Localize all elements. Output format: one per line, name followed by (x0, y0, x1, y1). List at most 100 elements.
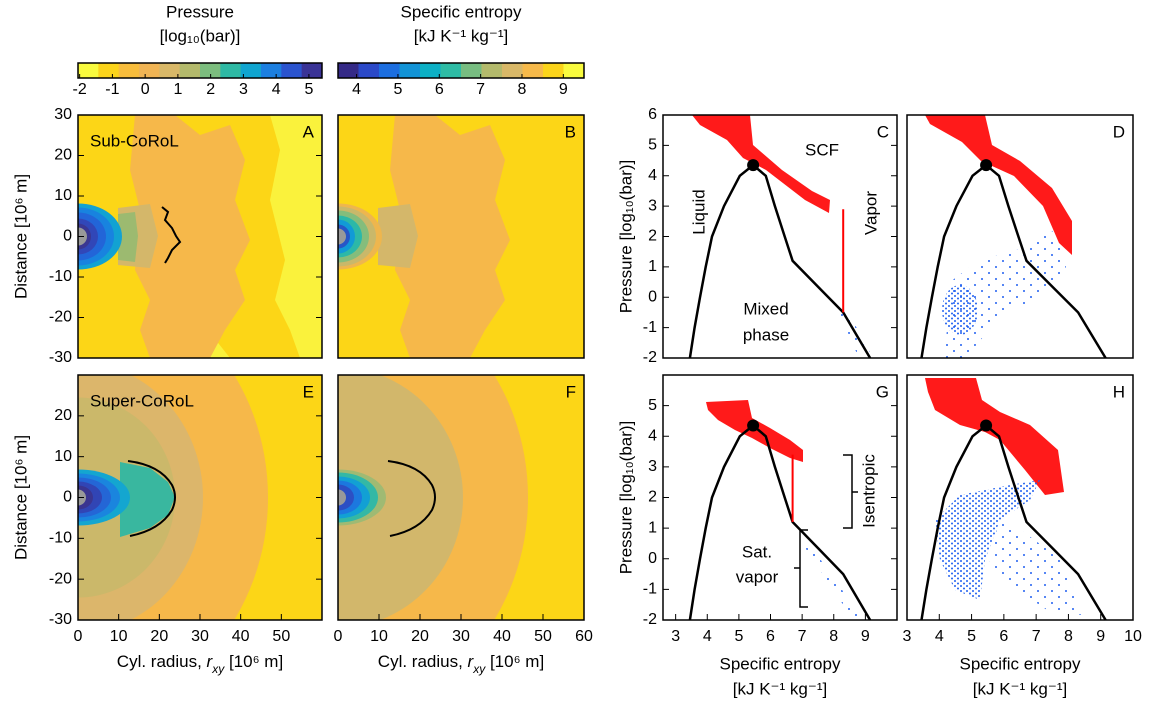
colorbar-swatch (563, 63, 585, 78)
contour-map (78, 375, 322, 620)
y-axis-label: Distance [10⁶ m] (11, 435, 30, 560)
x-tick-label: 4 (935, 628, 944, 645)
colorbar-swatch (78, 63, 99, 78)
colorbar-swatch (139, 63, 160, 78)
annotation: phase (743, 325, 789, 344)
colorbar-swatch (543, 63, 564, 78)
y-tick-label: -20 (49, 309, 72, 326)
colorbar-swatch (301, 63, 323, 78)
colorbar-tick-label: -1 (105, 81, 119, 98)
colorbar-swatch (200, 63, 221, 78)
colorbar-unit: [log₁₀(bar)] (160, 26, 241, 45)
y-tick-label: 6 (648, 106, 657, 123)
y-tick-label: 1 (648, 258, 657, 275)
x-tick-label: 50 (534, 628, 552, 645)
scatter-cloud (692, 115, 1082, 618)
y-axis-label: Distance [10⁶ m] (11, 174, 30, 299)
x-axis-label: Cyl. radius, rxy [10⁶ m] (378, 652, 544, 676)
critical-point (747, 159, 760, 172)
y-tick-label: 0 (648, 288, 657, 305)
colorbar-swatch (440, 63, 462, 78)
y-tick-label: -1 (643, 581, 657, 598)
x-axis-label: [kJ K⁻¹ kg⁻¹] (733, 679, 827, 698)
annotation: SCF (805, 140, 839, 159)
y-tick-label: 3 (648, 197, 657, 214)
y-tick-label: 10 (54, 187, 72, 204)
y-axis-label: Pressure [log₁₀(bar)] (616, 421, 635, 575)
colorbar-tick-label: -2 (73, 81, 87, 98)
x-tick-label: 0 (74, 628, 83, 645)
x-axis-label-part: r (207, 652, 214, 671)
y-tick-label: 20 (54, 147, 72, 164)
x-axis-label-part: [10⁶ m] (485, 652, 544, 671)
contour-map (78, 115, 322, 358)
y-tick-label: 30 (54, 106, 72, 123)
colorbar-swatch (420, 63, 441, 78)
bracket (794, 454, 858, 608)
x-tick-label: 6 (999, 628, 1008, 645)
annotation: vapor (736, 567, 779, 586)
colorbar-tick-label: 1 (173, 81, 182, 98)
colorbar-unit: [kJ K⁻¹ kg⁻¹] (414, 26, 508, 45)
annotation: Sat. (742, 542, 772, 561)
y-tick-label: 2 (648, 489, 657, 506)
y-tick-label: -2 (643, 611, 657, 628)
annotation: Vapor (861, 191, 880, 235)
x-axis-label: Cyl. radius, rxy [10⁶ m] (117, 652, 283, 676)
y-tick-label: 20 (54, 407, 72, 424)
x-tick-label: 8 (1064, 628, 1073, 645)
y-tick-label: 5 (648, 137, 657, 154)
colorbar-tick-label: 0 (141, 81, 150, 98)
colorbar-frame (337, 62, 585, 79)
colorbar-tick-label: 3 (239, 81, 248, 98)
contour-map (338, 115, 584, 358)
x-tick-label: 30 (191, 628, 209, 645)
x-tick-label: 9 (1096, 628, 1105, 645)
colorbar-swatch (98, 63, 120, 78)
x-tick-label: 5 (734, 628, 743, 645)
colorbar-tick-label: 4 (272, 81, 281, 98)
colorbar-swatch (240, 63, 262, 78)
colorbar-tick-label: 2 (206, 81, 215, 98)
colorbar-swatch (461, 63, 482, 78)
x-tick-label: 30 (452, 628, 470, 645)
y-tick-label: 5 (648, 397, 657, 414)
colorbar-tick-label: 9 (559, 81, 568, 98)
x-axis-label-part: Cyl. radius, (378, 652, 468, 671)
x-tick-label: 40 (232, 628, 250, 645)
colorbar-swatch (220, 63, 242, 78)
annotation: Liquid (689, 189, 708, 234)
colorbar-swatch (399, 63, 421, 78)
y-tick-label: 4 (648, 427, 657, 444)
x-axis-label-part: [10⁶ m] (224, 652, 283, 671)
y-tick-label: 0 (648, 550, 657, 567)
x-axis-label: Specific entropy (720, 654, 841, 673)
panel-label: H (1113, 382, 1125, 401)
colorbar-title: Pressure (166, 2, 234, 21)
y-tick-label: -30 (49, 611, 72, 628)
y-tick-label: -2 (643, 349, 657, 366)
panel-label: E (303, 382, 314, 401)
annotation: Isentropic (859, 454, 878, 528)
x-tick-label: 10 (110, 628, 128, 645)
x-tick-label: 5 (967, 628, 976, 645)
colorbar-swatch (281, 63, 303, 78)
critical-point (980, 419, 993, 432)
colorbar-swatch (379, 63, 400, 78)
panel-frame (906, 374, 1134, 621)
panel-label: F (566, 382, 576, 401)
x-tick-label: 50 (272, 628, 290, 645)
y-tick-label: 0 (63, 228, 72, 245)
colorbar-swatch (261, 63, 282, 78)
y-tick-label: 10 (54, 448, 72, 465)
colorbar-swatch (481, 63, 503, 78)
x-tick-label: 7 (798, 628, 807, 645)
x-tick-label: 10 (370, 628, 388, 645)
annotation: Mixed (743, 299, 788, 318)
colorbar-tick-label: 8 (518, 81, 527, 98)
y-tick-label: -10 (49, 530, 72, 547)
y-tick-label: -30 (49, 349, 72, 366)
x-tick-label: 9 (861, 628, 870, 645)
x-axis-label-part: Cyl. radius, (117, 652, 207, 671)
colorbar-swatch (179, 63, 201, 78)
